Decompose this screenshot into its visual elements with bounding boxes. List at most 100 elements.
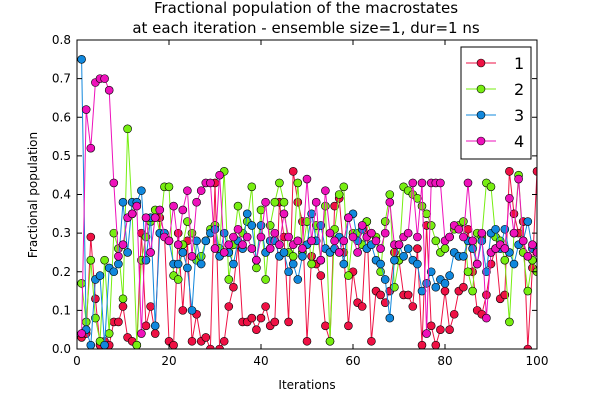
series-3-point (279, 248, 289, 257)
series-3-point (150, 321, 160, 331)
series-3-point (173, 259, 183, 269)
series-4-point (468, 236, 477, 246)
series-4-point (528, 240, 537, 250)
series-4-point (459, 232, 468, 242)
series-4-point (118, 240, 128, 250)
series-4-point (367, 228, 376, 238)
plot-series (77, 55, 537, 349)
series-2-point (247, 182, 257, 192)
series-3-point (242, 209, 252, 219)
series-2-point (385, 190, 395, 199)
series-4-point (403, 228, 413, 238)
series-1-point (141, 321, 151, 331)
series-1-point (482, 290, 491, 300)
series-4-point (477, 228, 487, 238)
legend-label: 1 (514, 54, 524, 73)
series-3-point (399, 251, 408, 261)
legend-label: 2 (514, 80, 524, 99)
series-2-point (86, 255, 96, 265)
series-1-point (252, 325, 261, 334)
chart-subtitle: at each iteration - ensemble size=1, dur… (132, 19, 479, 37)
series-3-point (293, 275, 303, 284)
legend-entry-2: 2 (466, 80, 524, 99)
series-3-point (459, 251, 468, 261)
series-2-point (325, 336, 335, 346)
series-1-point (440, 286, 450, 296)
series-2-point (440, 244, 450, 253)
series-4-point (252, 255, 261, 265)
series-1-point (256, 313, 266, 323)
series-1-point (215, 344, 224, 349)
series-2-point (279, 197, 289, 207)
series-4-point (417, 178, 427, 188)
series-1-point (229, 282, 238, 292)
series-2-point (224, 275, 234, 284)
series-2-point (100, 255, 109, 265)
series-4-point (298, 244, 307, 253)
series-4-point (261, 197, 270, 207)
series-4-point (109, 178, 119, 188)
series-4-point (385, 197, 395, 207)
series-4-point (348, 232, 358, 242)
y-tick-label: 0.8 (52, 33, 71, 47)
series-4-point (150, 213, 160, 222)
series-3-point (403, 244, 413, 253)
series-3-point (86, 340, 96, 349)
series-4-point (137, 329, 146, 338)
series-1-point (201, 333, 211, 342)
series-3-point (141, 255, 151, 265)
y-tick-label: 0.4 (52, 188, 71, 202)
series-4-point (311, 197, 321, 207)
series-1-point (114, 317, 123, 327)
series-1-point (288, 167, 298, 176)
series-3-point (192, 236, 201, 246)
series-1-point (187, 336, 197, 346)
series-1-point (449, 309, 459, 319)
series-1-point (270, 317, 280, 327)
series-3-point (380, 275, 390, 284)
series-1-point (178, 306, 188, 315)
series-4-point (316, 255, 326, 265)
series-2-point (321, 201, 330, 211)
series-2-point (275, 178, 284, 188)
series-4-point (183, 186, 192, 195)
series-1-point (436, 325, 445, 334)
series-4-line (81, 78, 537, 334)
legend-label: 3 (514, 106, 524, 125)
series-1-point (261, 302, 270, 311)
series-4-point (141, 213, 151, 222)
legend-entry-4: 4 (466, 132, 524, 151)
series-1-point (118, 302, 128, 311)
series-3-point (288, 259, 298, 269)
series-4-point (275, 240, 284, 250)
series-3-point (385, 313, 395, 323)
legend-marker (476, 110, 486, 120)
y-tick-label: 0.2 (52, 265, 71, 279)
series-4-point (238, 240, 247, 250)
series-2-point (500, 255, 510, 265)
series-2-point (77, 279, 86, 288)
series-1-point (321, 321, 330, 331)
series-1-point (505, 167, 514, 176)
series-4-point (178, 205, 188, 215)
series-3-point (219, 228, 229, 238)
series-4-point (353, 248, 362, 257)
series-4-point (187, 251, 197, 261)
series-3-point (500, 224, 510, 234)
series-2-point (431, 236, 441, 246)
series-4-point (256, 232, 266, 242)
series-3-point (114, 259, 123, 269)
series-4-point (321, 186, 330, 195)
series-3-point (95, 271, 105, 280)
series-4-point (86, 143, 96, 153)
series-1-point (150, 329, 160, 338)
series-1-point (532, 167, 537, 176)
x-tick-label: 20 (161, 354, 176, 368)
series-4-point (169, 201, 178, 211)
series-3-point (178, 248, 188, 257)
series-3-point (509, 259, 519, 269)
series-4-point (463, 178, 473, 188)
series-3-point (201, 236, 211, 246)
y-tick-label: 0.5 (52, 149, 71, 163)
series-2-point (339, 182, 349, 192)
